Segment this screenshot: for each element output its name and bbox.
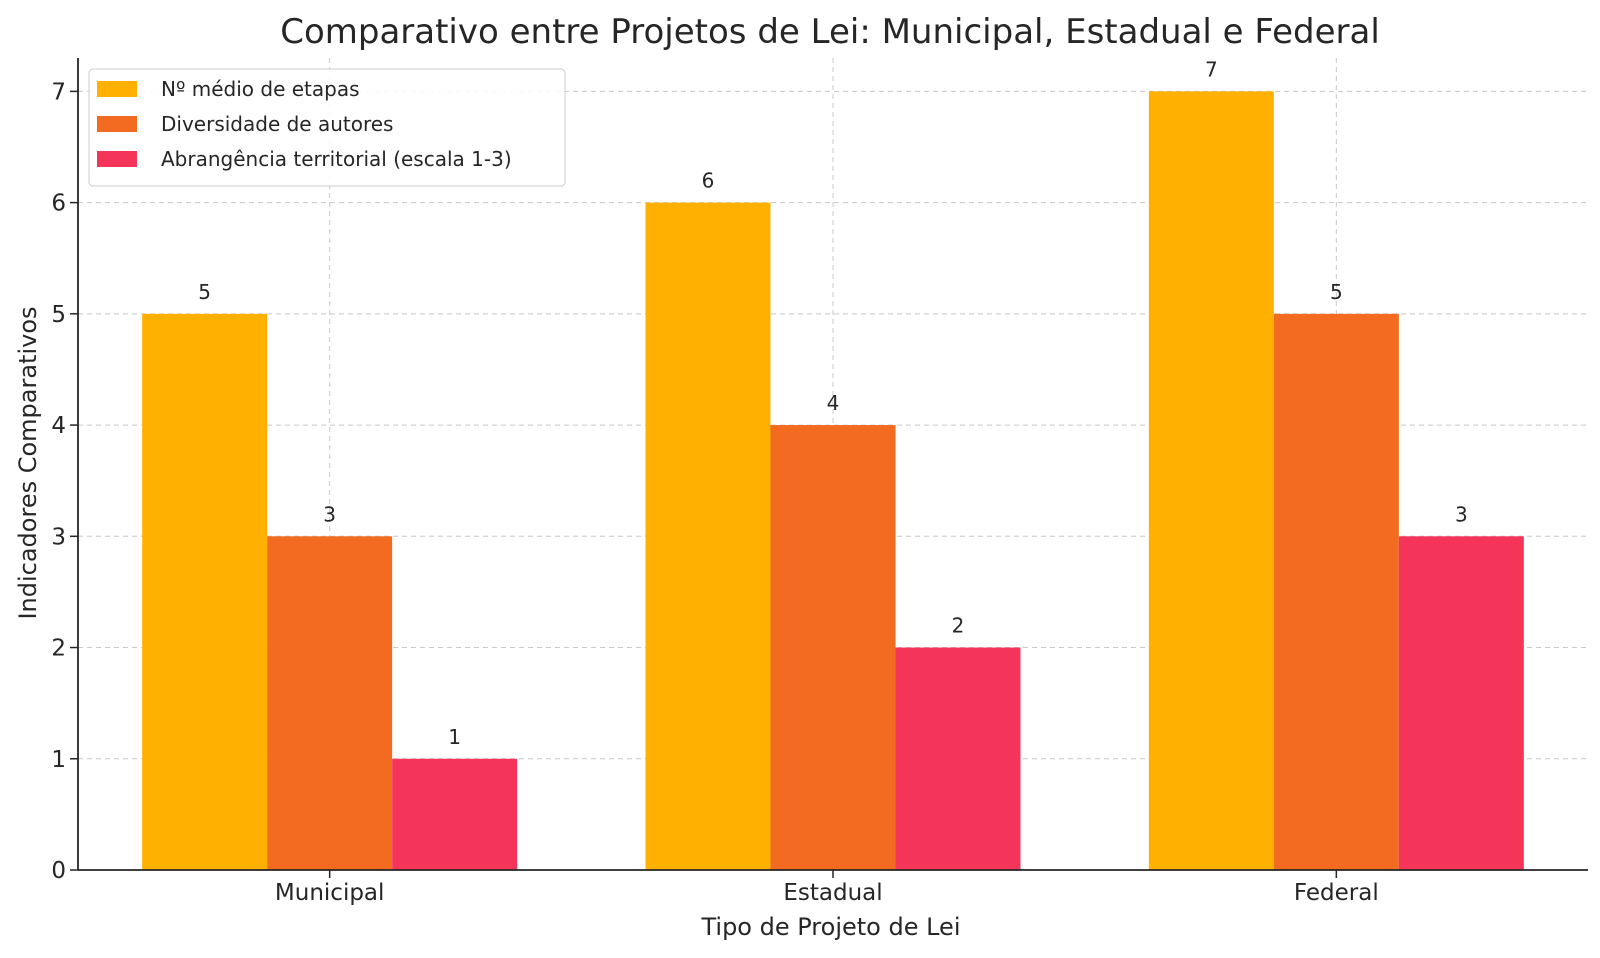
legend-label: Diversidade de autores bbox=[161, 112, 393, 136]
y-tick-label: 1 bbox=[51, 747, 66, 773]
bar-value-label: 4 bbox=[827, 391, 840, 415]
tick-labels: 0 1 2 3 4 5 6 7 Municipal Estadual Federal bbox=[51, 79, 1378, 906]
bar-value-label: 1 bbox=[448, 725, 461, 749]
y-tick-label: 4 bbox=[51, 413, 66, 439]
bar bbox=[267, 536, 393, 870]
bar bbox=[770, 425, 896, 870]
bar bbox=[895, 647, 1021, 870]
bar bbox=[1273, 313, 1399, 871]
legend-swatch bbox=[97, 151, 137, 167]
bar bbox=[645, 202, 771, 871]
bar-value-label: 2 bbox=[952, 614, 965, 638]
bar-value-label: 5 bbox=[1330, 280, 1343, 304]
legend: Nº médio de etapas Diversidade de autores… bbox=[88, 68, 566, 187]
y-tick-label: 2 bbox=[51, 636, 66, 662]
y-axis-label: Indicadores Comparativos bbox=[14, 306, 42, 619]
y-tick-label: 0 bbox=[51, 858, 66, 884]
y-tick-label: 5 bbox=[51, 302, 66, 328]
bars bbox=[142, 91, 1524, 871]
bar bbox=[1148, 91, 1274, 870]
y-tick-label: 6 bbox=[51, 191, 66, 217]
bar-value-label: 3 bbox=[323, 502, 336, 526]
bar bbox=[1398, 536, 1524, 870]
bar-value-label: 3 bbox=[1455, 502, 1468, 526]
chart-title: Comparativo entre Projetos de Lei: Munic… bbox=[280, 12, 1380, 52]
bar bbox=[392, 758, 518, 870]
y-tick-label: 7 bbox=[51, 79, 66, 105]
bar-value-label: 5 bbox=[198, 280, 211, 304]
legend-label: Abrangência territorial (escala 1-3) bbox=[161, 147, 512, 171]
bar-value-label: 6 bbox=[702, 169, 715, 193]
x-tick-label: Federal bbox=[1294, 880, 1379, 906]
legend-swatch bbox=[97, 116, 137, 132]
x-tick-label: Estadual bbox=[783, 880, 882, 906]
bar-value-label: 7 bbox=[1205, 57, 1218, 81]
x-tick-label: Municipal bbox=[275, 880, 385, 906]
legend-swatch bbox=[97, 81, 137, 97]
y-tick-label: 3 bbox=[51, 524, 66, 550]
axes bbox=[70, 58, 1588, 878]
bar bbox=[142, 313, 268, 871]
data-labels: 5 6 7 3 4 5 1 2 3 bbox=[198, 57, 1467, 748]
legend-label: Nº médio de etapas bbox=[161, 77, 360, 101]
x-axis-label: Tipo de Projeto de Lei bbox=[700, 913, 960, 941]
legend-box bbox=[88, 68, 566, 187]
